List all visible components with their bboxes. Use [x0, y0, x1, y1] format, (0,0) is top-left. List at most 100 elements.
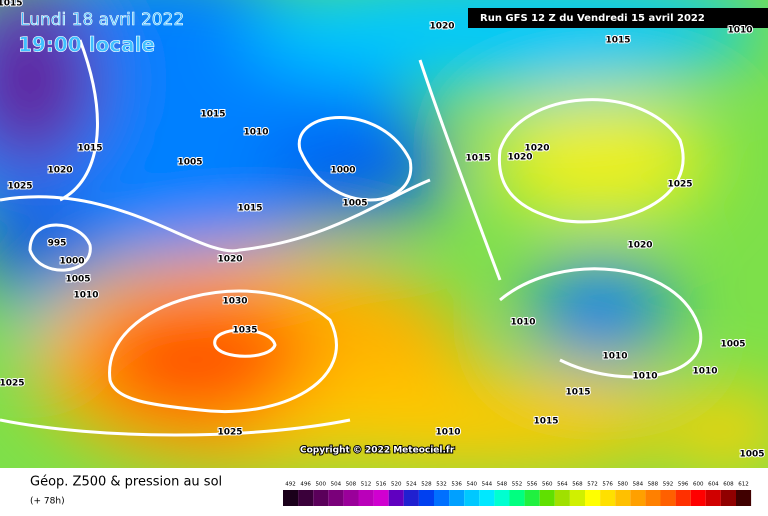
scale-label: 552 — [512, 482, 523, 488]
isobar-label: 1005 — [342, 199, 367, 209]
scale-swatch — [479, 490, 495, 506]
isobar-label: 1005 — [739, 450, 764, 460]
scale-swatch — [283, 490, 299, 506]
isobar-label: 1015 — [565, 388, 590, 398]
scale-swatch — [403, 490, 419, 506]
scale-swatch — [630, 490, 646, 506]
isobar-label: 1015 — [77, 144, 102, 154]
scale-swatch — [569, 490, 585, 506]
scale-swatch — [690, 490, 706, 506]
scale-label: 520 — [391, 482, 402, 488]
scale-swatch — [464, 490, 480, 506]
scale-label: 492 — [285, 482, 296, 488]
scale-label: 596 — [678, 482, 689, 488]
scale-label: 496 — [300, 482, 311, 488]
scale-swatch — [615, 490, 631, 506]
scale-label: 588 — [648, 482, 659, 488]
field — [0, 0, 768, 470]
isobar-label: 1010 — [602, 352, 627, 362]
scale-swatch — [675, 490, 691, 506]
scale-swatch — [600, 490, 616, 506]
scale-swatch — [585, 490, 601, 506]
scale-label: 584 — [633, 482, 644, 488]
isobar-label: 1020 — [627, 241, 652, 251]
scale-swatch — [705, 490, 721, 506]
isobar-label: 1020 — [47, 166, 72, 176]
scale-swatch — [554, 490, 570, 506]
scale-label: 512 — [361, 482, 372, 488]
scale-swatch — [524, 490, 540, 506]
run-banner — [468, 8, 768, 28]
scale-label: 564 — [557, 482, 568, 488]
isobar-label: 1000 — [59, 257, 84, 267]
scale-label: 504 — [331, 482, 342, 488]
scale-swatch — [645, 490, 661, 506]
scale-swatch — [494, 490, 510, 506]
scale-label: 524 — [406, 482, 417, 488]
scale-swatch — [418, 490, 434, 506]
scale-swatch — [449, 490, 465, 506]
isobar-label: 1005 — [65, 275, 90, 285]
scale-label: 604 — [708, 482, 719, 488]
isobar-label: 1015 — [200, 110, 225, 120]
isobar-label: 1020 — [429, 22, 454, 32]
scale-swatch — [509, 490, 525, 506]
isobar-label: 1030 — [222, 297, 247, 307]
scale-label: 544 — [482, 482, 493, 488]
isobar-label: 1025 — [667, 180, 692, 190]
scale-swatch — [434, 490, 450, 506]
isobar-label: 1015 — [0, 0, 23, 9]
scale-label: 528 — [421, 482, 432, 488]
scale-label: 576 — [602, 482, 613, 488]
isobar-label: 1010 — [510, 318, 535, 328]
scale-label: 536 — [451, 482, 462, 488]
scale-label: 508 — [346, 482, 357, 488]
isobar-label: 1010 — [632, 372, 657, 382]
scale-label: 608 — [723, 482, 734, 488]
scale-swatch — [660, 490, 676, 506]
scale-label: 516 — [376, 482, 387, 488]
isobar-label: 1010 — [243, 128, 268, 138]
isobar-label: 1005 — [177, 158, 202, 168]
scale-label: 600 — [693, 482, 704, 488]
scale-swatch — [373, 490, 389, 506]
isobar-label: 1025 — [217, 428, 242, 438]
date: Lundi 18 avril 2022 — [20, 10, 184, 30]
scale-swatch — [720, 490, 736, 506]
isobar-label: 1010 — [73, 291, 98, 301]
footer-title: Géop. Z500 & pression au sol — [30, 475, 222, 490]
isobar-label: 1015 — [465, 154, 490, 164]
scale-label: 592 — [663, 482, 674, 488]
isobar-label: 1015 — [605, 36, 630, 46]
isobar-label: 1010 — [435, 428, 460, 438]
scale-label: 500 — [316, 482, 327, 488]
scale-label: 572 — [587, 482, 598, 488]
scale-label: 568 — [572, 482, 583, 488]
isobar-label: 1010 — [727, 26, 752, 36]
isobar-label: 1025 — [7, 182, 32, 192]
scale-swatch — [298, 490, 314, 506]
scale-label: 556 — [527, 482, 538, 488]
scale-swatch — [539, 490, 555, 506]
scale-swatch — [313, 490, 329, 506]
isobar-label: 1005 — [720, 340, 745, 350]
isobar-label: 1025 — [0, 379, 25, 389]
scale-swatch — [343, 490, 359, 506]
copyright: Copyright © 2022 Meteociel.fr — [300, 446, 455, 456]
isobar-label: 1035 — [232, 326, 257, 336]
isobar-label: 1000 — [330, 166, 355, 176]
scale-swatch — [736, 490, 752, 506]
isobar-label: 1020 — [507, 153, 532, 163]
scale-label: 548 — [497, 482, 508, 488]
isobar-label: 1015 — [533, 417, 558, 427]
isobar-label: 1020 — [217, 255, 242, 265]
footer-lead: (+ 78h) — [30, 497, 65, 507]
isobar-label: 1020 — [524, 144, 549, 154]
scale-label: 560 — [542, 482, 553, 488]
run-info: Run GFS 12 Z du Vendredi 15 avril 2022 — [480, 13, 705, 24]
scale-swatch — [358, 490, 374, 506]
scale-label: 532 — [436, 482, 447, 488]
scale-label: 580 — [618, 482, 629, 488]
isobar-label: 1015 — [237, 204, 262, 214]
